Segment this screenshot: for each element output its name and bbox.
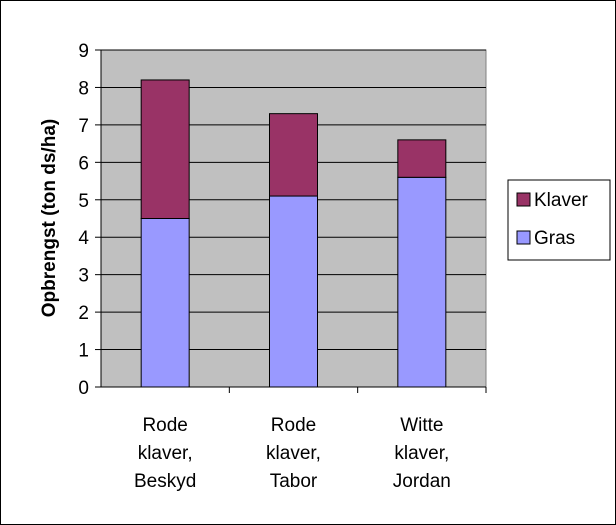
y-tick-label: 5 bbox=[78, 191, 89, 212]
y-tick-label: 8 bbox=[78, 78, 89, 99]
bars bbox=[140, 79, 447, 388]
x-category-label: Jordan bbox=[393, 471, 451, 492]
legend-swatch-gras bbox=[516, 230, 531, 245]
x-category-label: Beskyd bbox=[134, 471, 196, 492]
legend-label-gras: Gras bbox=[534, 228, 575, 249]
bar-gras-2 bbox=[397, 176, 447, 388]
bar-klaver-2 bbox=[397, 139, 447, 178]
y-tick-label: 3 bbox=[78, 266, 89, 287]
bar-gras-1 bbox=[269, 195, 318, 388]
y-tick-label: 4 bbox=[78, 228, 89, 249]
legend: Klaver Gras bbox=[507, 179, 611, 261]
y-axis-label: Opbrengst (ton ds/ha) bbox=[39, 119, 60, 317]
legend-swatch-klaver bbox=[516, 192, 531, 207]
x-category-label: Rode bbox=[271, 415, 316, 436]
x-category-label: Rode bbox=[142, 415, 187, 436]
bar-klaver-0 bbox=[140, 79, 190, 220]
y-tick-label: 0 bbox=[78, 378, 89, 399]
x-category-label: klaver, bbox=[266, 443, 321, 464]
legend-label-klaver: Klaver bbox=[534, 190, 589, 211]
x-category-labels: Rode klaver, Beskyd Rode klaver, Tabor Witte kl… bbox=[134, 415, 451, 492]
x-category-label: Tabor bbox=[270, 471, 318, 492]
x-category-label: klaver, bbox=[138, 443, 193, 464]
bar-klaver-1 bbox=[269, 113, 318, 197]
axes bbox=[95, 49, 487, 393]
y-tick-label: 9 bbox=[78, 41, 89, 62]
y-tick-labels: 0 1 2 3 4 5 6 7 8 9 bbox=[78, 41, 89, 399]
x-category-label: Witte bbox=[400, 415, 443, 436]
y-tick-label: 2 bbox=[78, 303, 89, 324]
bar-gras-0 bbox=[140, 218, 190, 388]
x-category-label: klaver, bbox=[394, 443, 449, 464]
y-tick-label: 7 bbox=[78, 116, 89, 137]
y-tick-label: 6 bbox=[78, 153, 89, 174]
y-tick-label: 1 bbox=[78, 341, 89, 362]
